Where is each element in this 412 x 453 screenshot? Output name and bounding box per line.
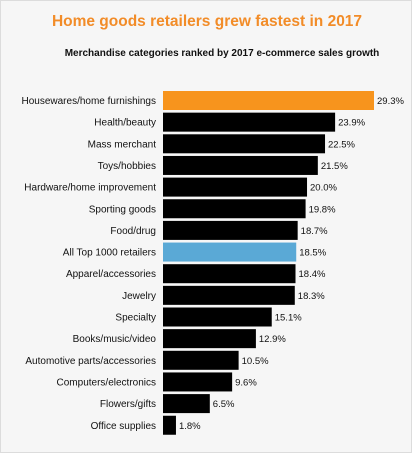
value-label: 6.5%	[213, 399, 235, 410]
category-label: Apparel/accessories	[66, 269, 156, 280]
value-label: 18.4%	[299, 269, 326, 280]
value-label: 21.5%	[321, 161, 348, 172]
category-label: Health/beauty	[94, 118, 156, 129]
chart-subtitle: Merchandise categories ranked by 2017 e-…	[64, 48, 380, 59]
bar-3	[163, 155, 318, 175]
value-label: 19.8%	[309, 204, 336, 215]
bar-11	[163, 329, 256, 349]
value-label: 18.3%	[298, 291, 325, 302]
value-label: 1.8%	[179, 421, 201, 432]
value-label: 10.5%	[242, 356, 269, 367]
value-label: 20.0%	[310, 183, 337, 194]
bar-4	[163, 177, 308, 197]
value-label: 18.5%	[299, 248, 326, 259]
bar-12	[163, 350, 239, 370]
bar-13	[163, 372, 233, 392]
bar-2	[163, 134, 326, 154]
category-label: Flowers/gifts	[100, 399, 156, 410]
chart-title: Home goods retailers grew fastest in 201…	[51, 13, 363, 30]
category-label: Hardware/home improvement	[24, 183, 156, 194]
value-label: 22.5%	[328, 139, 355, 150]
category-label: Toys/hobbies	[98, 161, 156, 172]
category-label: Automotive parts/accessories	[25, 356, 156, 367]
value-label: 29.3%	[377, 96, 404, 107]
value-label: 23.9%	[338, 118, 365, 129]
value-label: 12.9%	[259, 334, 286, 345]
bar-7	[163, 242, 297, 262]
category-label: All Top 1000 retailers	[63, 248, 156, 259]
category-label: Sporting goods	[89, 204, 156, 215]
bar-0	[163, 91, 374, 110]
bar-6	[163, 220, 298, 240]
category-label: Office supplies	[91, 421, 156, 432]
bar-10	[163, 307, 272, 327]
bar-9	[163, 285, 295, 305]
bar-1	[163, 112, 336, 132]
bar-5	[163, 199, 306, 219]
category-label: Specialty	[115, 313, 156, 324]
value-label: 18.7%	[301, 226, 328, 237]
category-label: Food/drug	[110, 226, 156, 237]
category-label: Housewares/home furnishings	[21, 96, 156, 107]
category-label: Books/music/video	[73, 334, 157, 345]
category-label: Jewelry	[122, 291, 156, 302]
bar-14	[163, 394, 210, 414]
bar-15	[163, 415, 176, 435]
category-label: Computers/electronics	[57, 377, 156, 388]
category-label: Mass merchant	[88, 139, 157, 150]
value-label: 9.6%	[235, 377, 257, 388]
bar-8	[163, 264, 296, 284]
value-label: 15.1%	[275, 313, 302, 324]
